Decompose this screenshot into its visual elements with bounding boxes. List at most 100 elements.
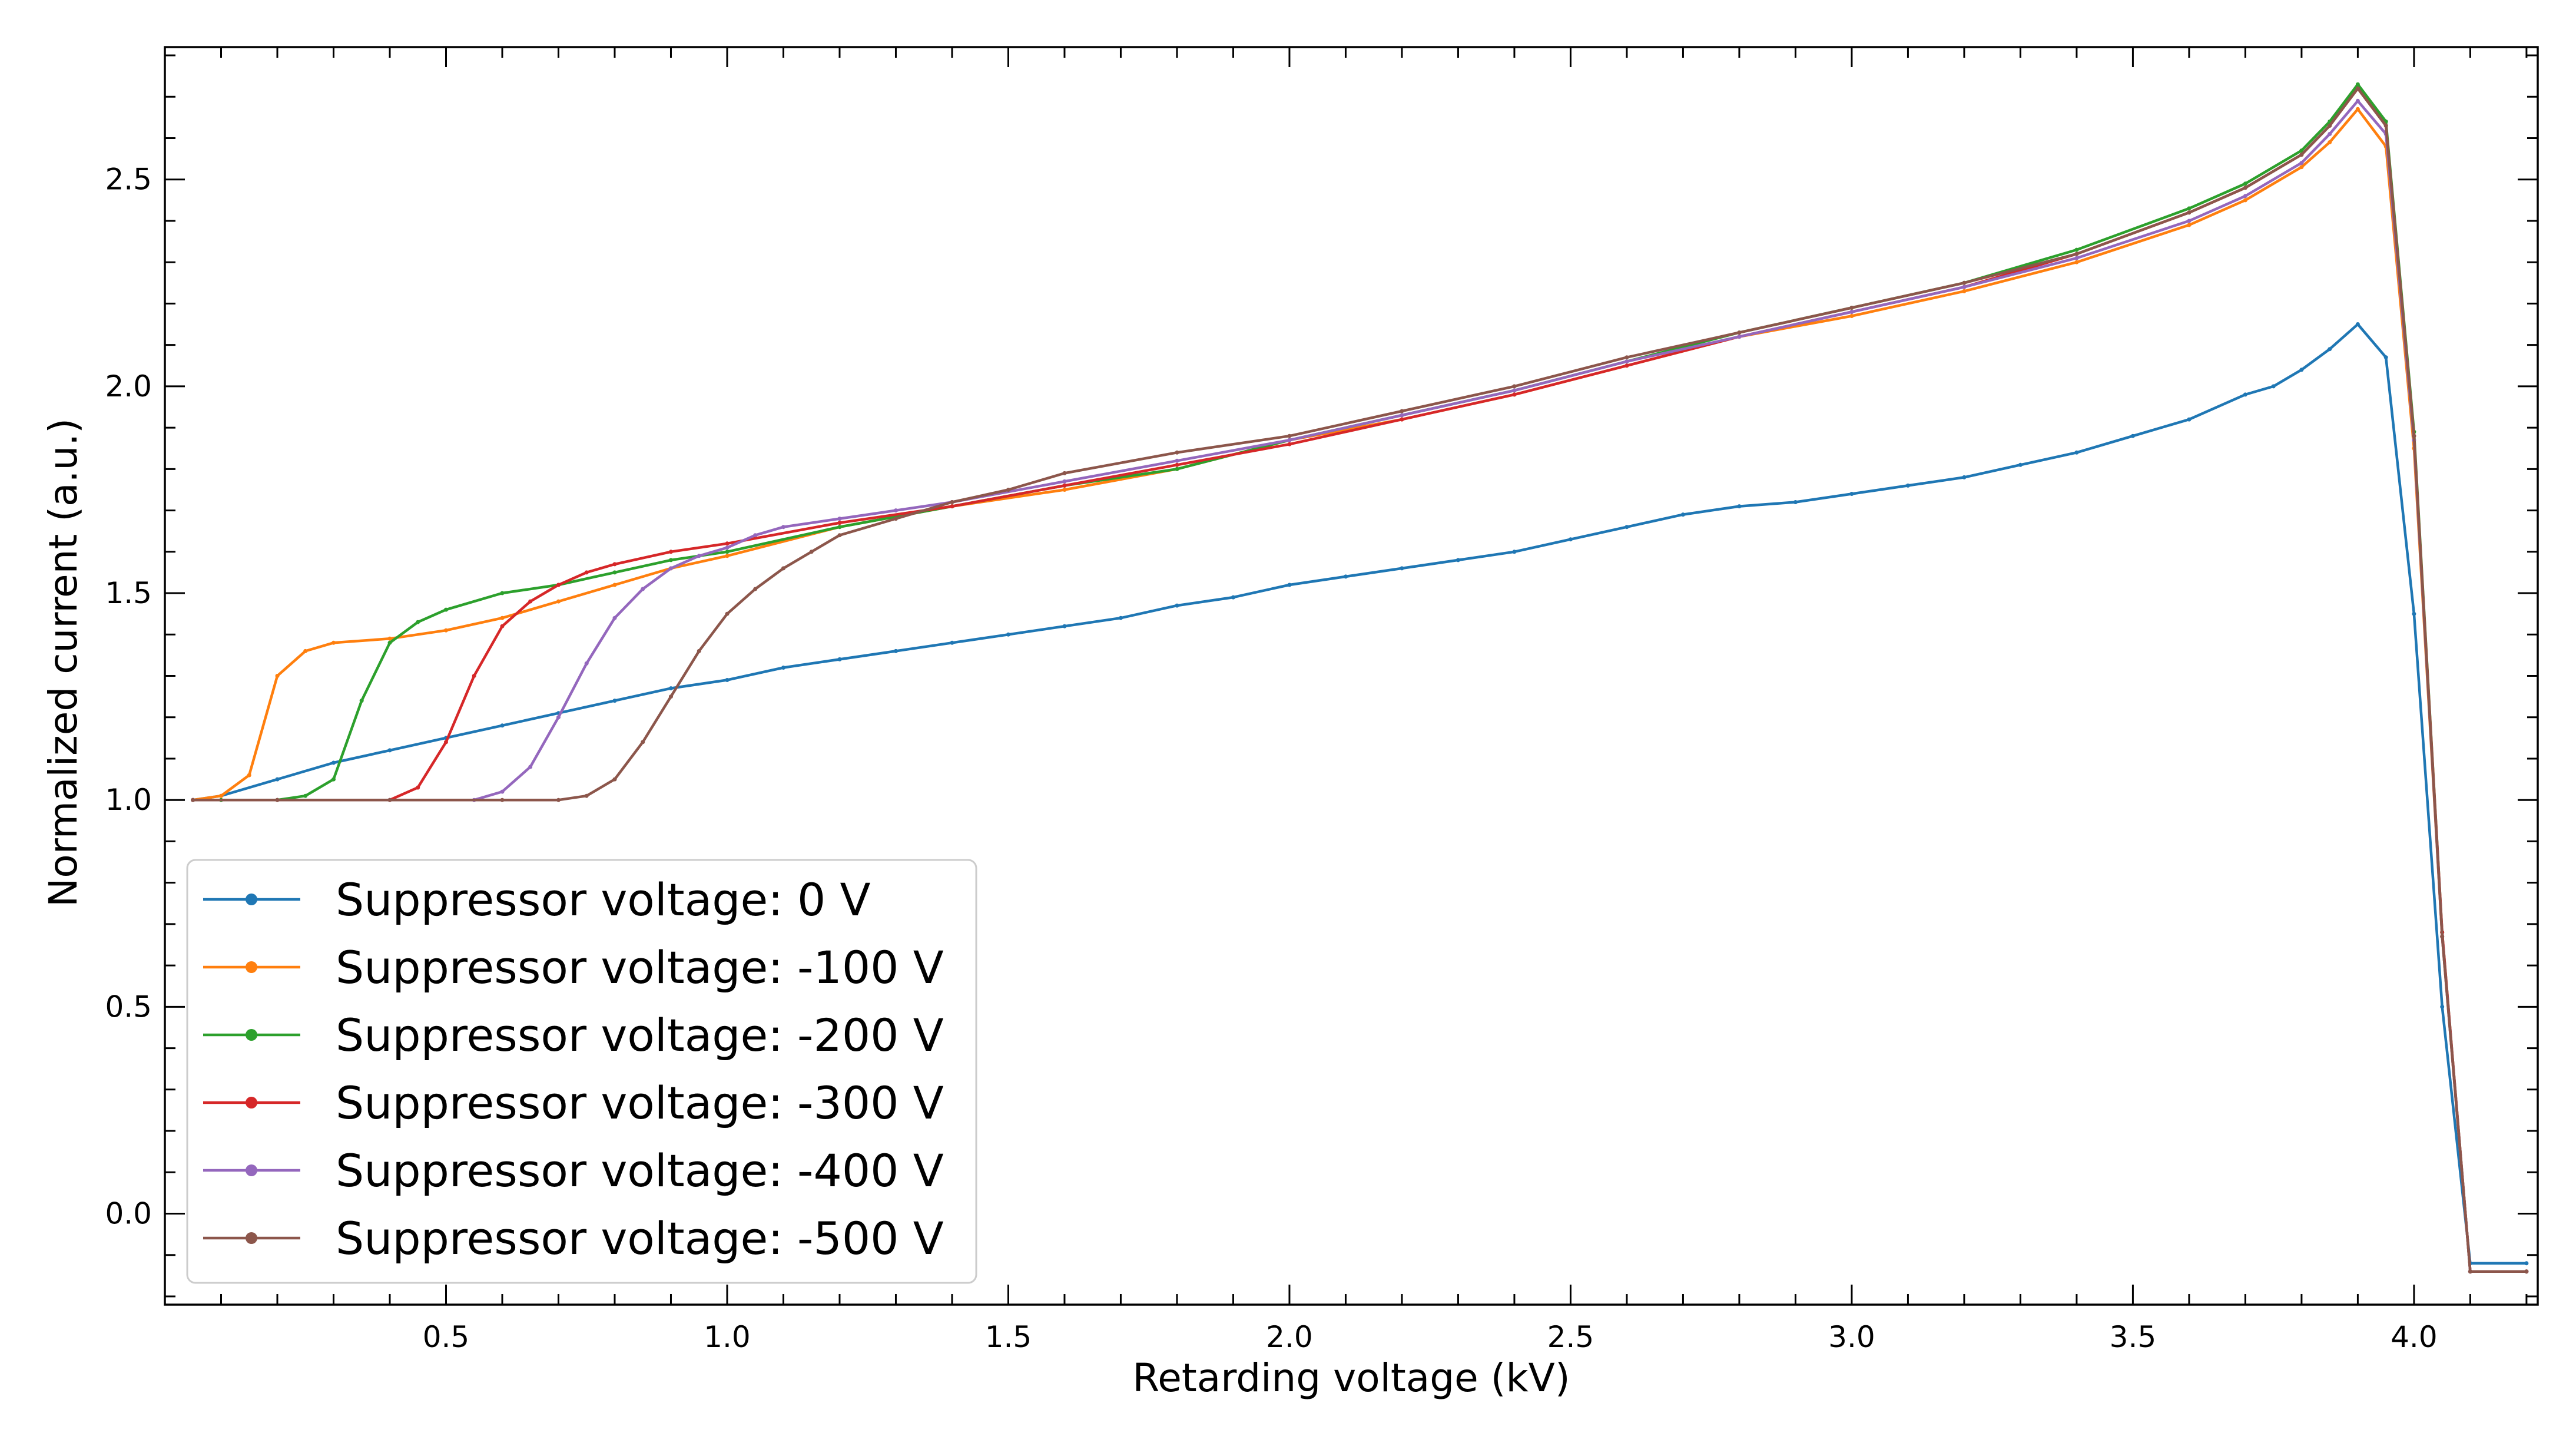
legend-item: Suppressor voltage: -200 V [203, 1009, 944, 1061]
data-point [2130, 434, 2135, 438]
data-point [2355, 82, 2360, 87]
data-point [303, 793, 308, 798]
data-point [1344, 574, 1348, 579]
data-point [2243, 392, 2247, 397]
data-point [837, 525, 842, 530]
data-point [331, 640, 336, 645]
data-point [331, 777, 336, 782]
data-point [1793, 500, 1798, 504]
legend: Suppressor voltage: 0 V Suppressor voltag… [186, 859, 977, 1284]
data-point [669, 558, 673, 562]
data-point [725, 550, 730, 554]
data-point [1624, 363, 1629, 368]
data-point [444, 628, 448, 633]
data-point [2412, 611, 2416, 616]
data-point [191, 798, 195, 802]
data-point [669, 550, 673, 554]
data-point [359, 699, 364, 703]
series-line [193, 87, 2527, 1273]
data-point [556, 715, 561, 720]
x-axis-label: Retarding voltage (kV) [1132, 1355, 1570, 1401]
data-point [2328, 140, 2332, 144]
data-point [2074, 256, 2079, 260]
data-point [444, 607, 448, 612]
data-point [584, 570, 589, 575]
y-tick-label: 2.0 [105, 369, 152, 403]
data-point [612, 570, 617, 575]
data-point [612, 583, 617, 587]
data-point [387, 748, 392, 753]
data-point [1624, 359, 1629, 364]
data-point [2412, 434, 2416, 438]
y-tick-label: 1.5 [105, 576, 152, 610]
data-point [1400, 417, 1404, 422]
data-point [416, 785, 420, 790]
data-point [2299, 153, 2304, 157]
data-point [556, 583, 561, 587]
data-point [894, 508, 898, 513]
data-point [500, 798, 505, 802]
data-point [894, 517, 898, 521]
data-point [2074, 450, 2079, 455]
data-point [1175, 458, 1179, 463]
data-point [2440, 934, 2445, 939]
data-point [2524, 1261, 2529, 1266]
data-point [781, 525, 785, 530]
data-point [2187, 210, 2192, 215]
data-point [2243, 186, 2247, 190]
data-point [781, 666, 785, 670]
data-point [1006, 488, 1010, 492]
data-point [1006, 632, 1010, 637]
data-point [2243, 198, 2247, 203]
legend-label: Suppressor voltage: -300 V [336, 1077, 944, 1129]
data-point [2355, 107, 2360, 111]
data-point [2355, 98, 2360, 103]
data-point [1512, 384, 1517, 389]
data-point [1962, 475, 1967, 479]
data-point [894, 648, 898, 653]
data-point [2299, 161, 2304, 166]
data-point [275, 777, 280, 782]
data-point [837, 521, 842, 525]
data-point [2383, 355, 2388, 360]
data-point [1962, 289, 1967, 293]
data-point [275, 674, 280, 678]
y-axis-label: Normalized current (a.u.) [41, 418, 86, 907]
data-point [753, 533, 758, 538]
data-point [500, 723, 505, 728]
data-point [1062, 479, 1067, 484]
data-point [219, 793, 223, 798]
x-tick-label: 0.5 [423, 1320, 470, 1354]
data-point [2018, 462, 2023, 467]
data-point [556, 599, 561, 604]
data-point [500, 789, 505, 794]
legend-swatch-marker [246, 1029, 257, 1041]
data-point [1849, 492, 1854, 496]
data-point [1849, 310, 1854, 314]
x-tick-label: 4.0 [2391, 1320, 2438, 1354]
data-point [500, 624, 505, 628]
data-point [2355, 322, 2360, 326]
data-point [1175, 450, 1179, 455]
data-point [1962, 284, 1967, 289]
data-point [697, 554, 701, 558]
data-point [275, 798, 280, 802]
data-point [2299, 368, 2304, 372]
legend-item: Suppressor voltage: -100 V [203, 941, 944, 994]
x-tick-label: 1.0 [704, 1320, 751, 1354]
data-point [1849, 306, 1854, 310]
data-point [528, 599, 533, 604]
data-point [1287, 583, 1292, 587]
data-point [1175, 603, 1179, 608]
x-tick-label: 1.5 [985, 1320, 1032, 1354]
data-point [500, 591, 505, 595]
data-point [669, 686, 673, 691]
series-layer [191, 82, 2529, 1274]
data-point [753, 587, 758, 591]
legend-item: Suppressor voltage: -500 V [203, 1212, 944, 1265]
y-tick-label: 0.5 [105, 990, 152, 1024]
data-point [444, 740, 448, 744]
data-point [1737, 330, 1742, 335]
x-tick-label: 3.5 [2110, 1320, 2157, 1354]
